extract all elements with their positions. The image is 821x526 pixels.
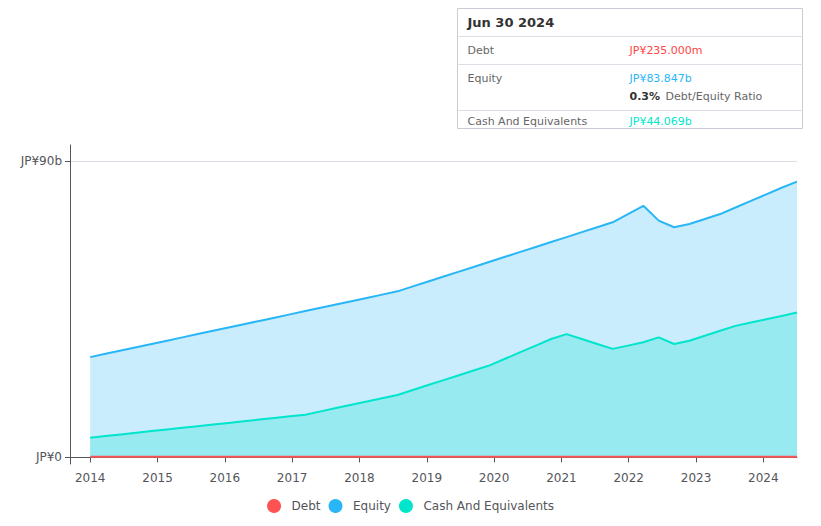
svg-text:JP¥235.000m: JP¥235.000m	[629, 44, 703, 57]
svg-text:2019: 2019	[411, 471, 442, 485]
svg-text:2018: 2018	[344, 471, 375, 485]
svg-text:2023: 2023	[681, 471, 712, 485]
svg-text:0.3%: 0.3%	[630, 90, 661, 103]
svg-text:2024: 2024	[748, 471, 779, 485]
svg-text:2014: 2014	[75, 471, 106, 485]
svg-text:Equity: Equity	[468, 72, 503, 85]
svg-text:2015: 2015	[142, 471, 173, 485]
svg-text:Cash And Equivalents: Cash And Equivalents	[423, 499, 554, 513]
svg-text:Jun 30 2024: Jun 30 2024	[467, 15, 555, 30]
svg-text:2017: 2017	[277, 471, 308, 485]
svg-text:JP¥0: JP¥0	[35, 450, 62, 464]
svg-text:Equity: Equity	[353, 499, 391, 513]
svg-text:Debt/Equity Ratio: Debt/Equity Ratio	[666, 90, 763, 103]
svg-text:2020: 2020	[479, 471, 510, 485]
svg-text:Debt: Debt	[468, 44, 495, 57]
svg-text:2016: 2016	[210, 471, 241, 485]
svg-text:2021: 2021	[546, 471, 577, 485]
svg-text:JP¥83.847b: JP¥83.847b	[629, 72, 692, 85]
svg-text:JP¥44.069b: JP¥44.069b	[629, 115, 692, 128]
svg-text:Cash And Equivalents: Cash And Equivalents	[468, 115, 588, 128]
svg-text:2022: 2022	[613, 471, 644, 485]
svg-text:Debt: Debt	[292, 499, 321, 513]
svg-text:JP¥90b: JP¥90b	[20, 154, 62, 168]
